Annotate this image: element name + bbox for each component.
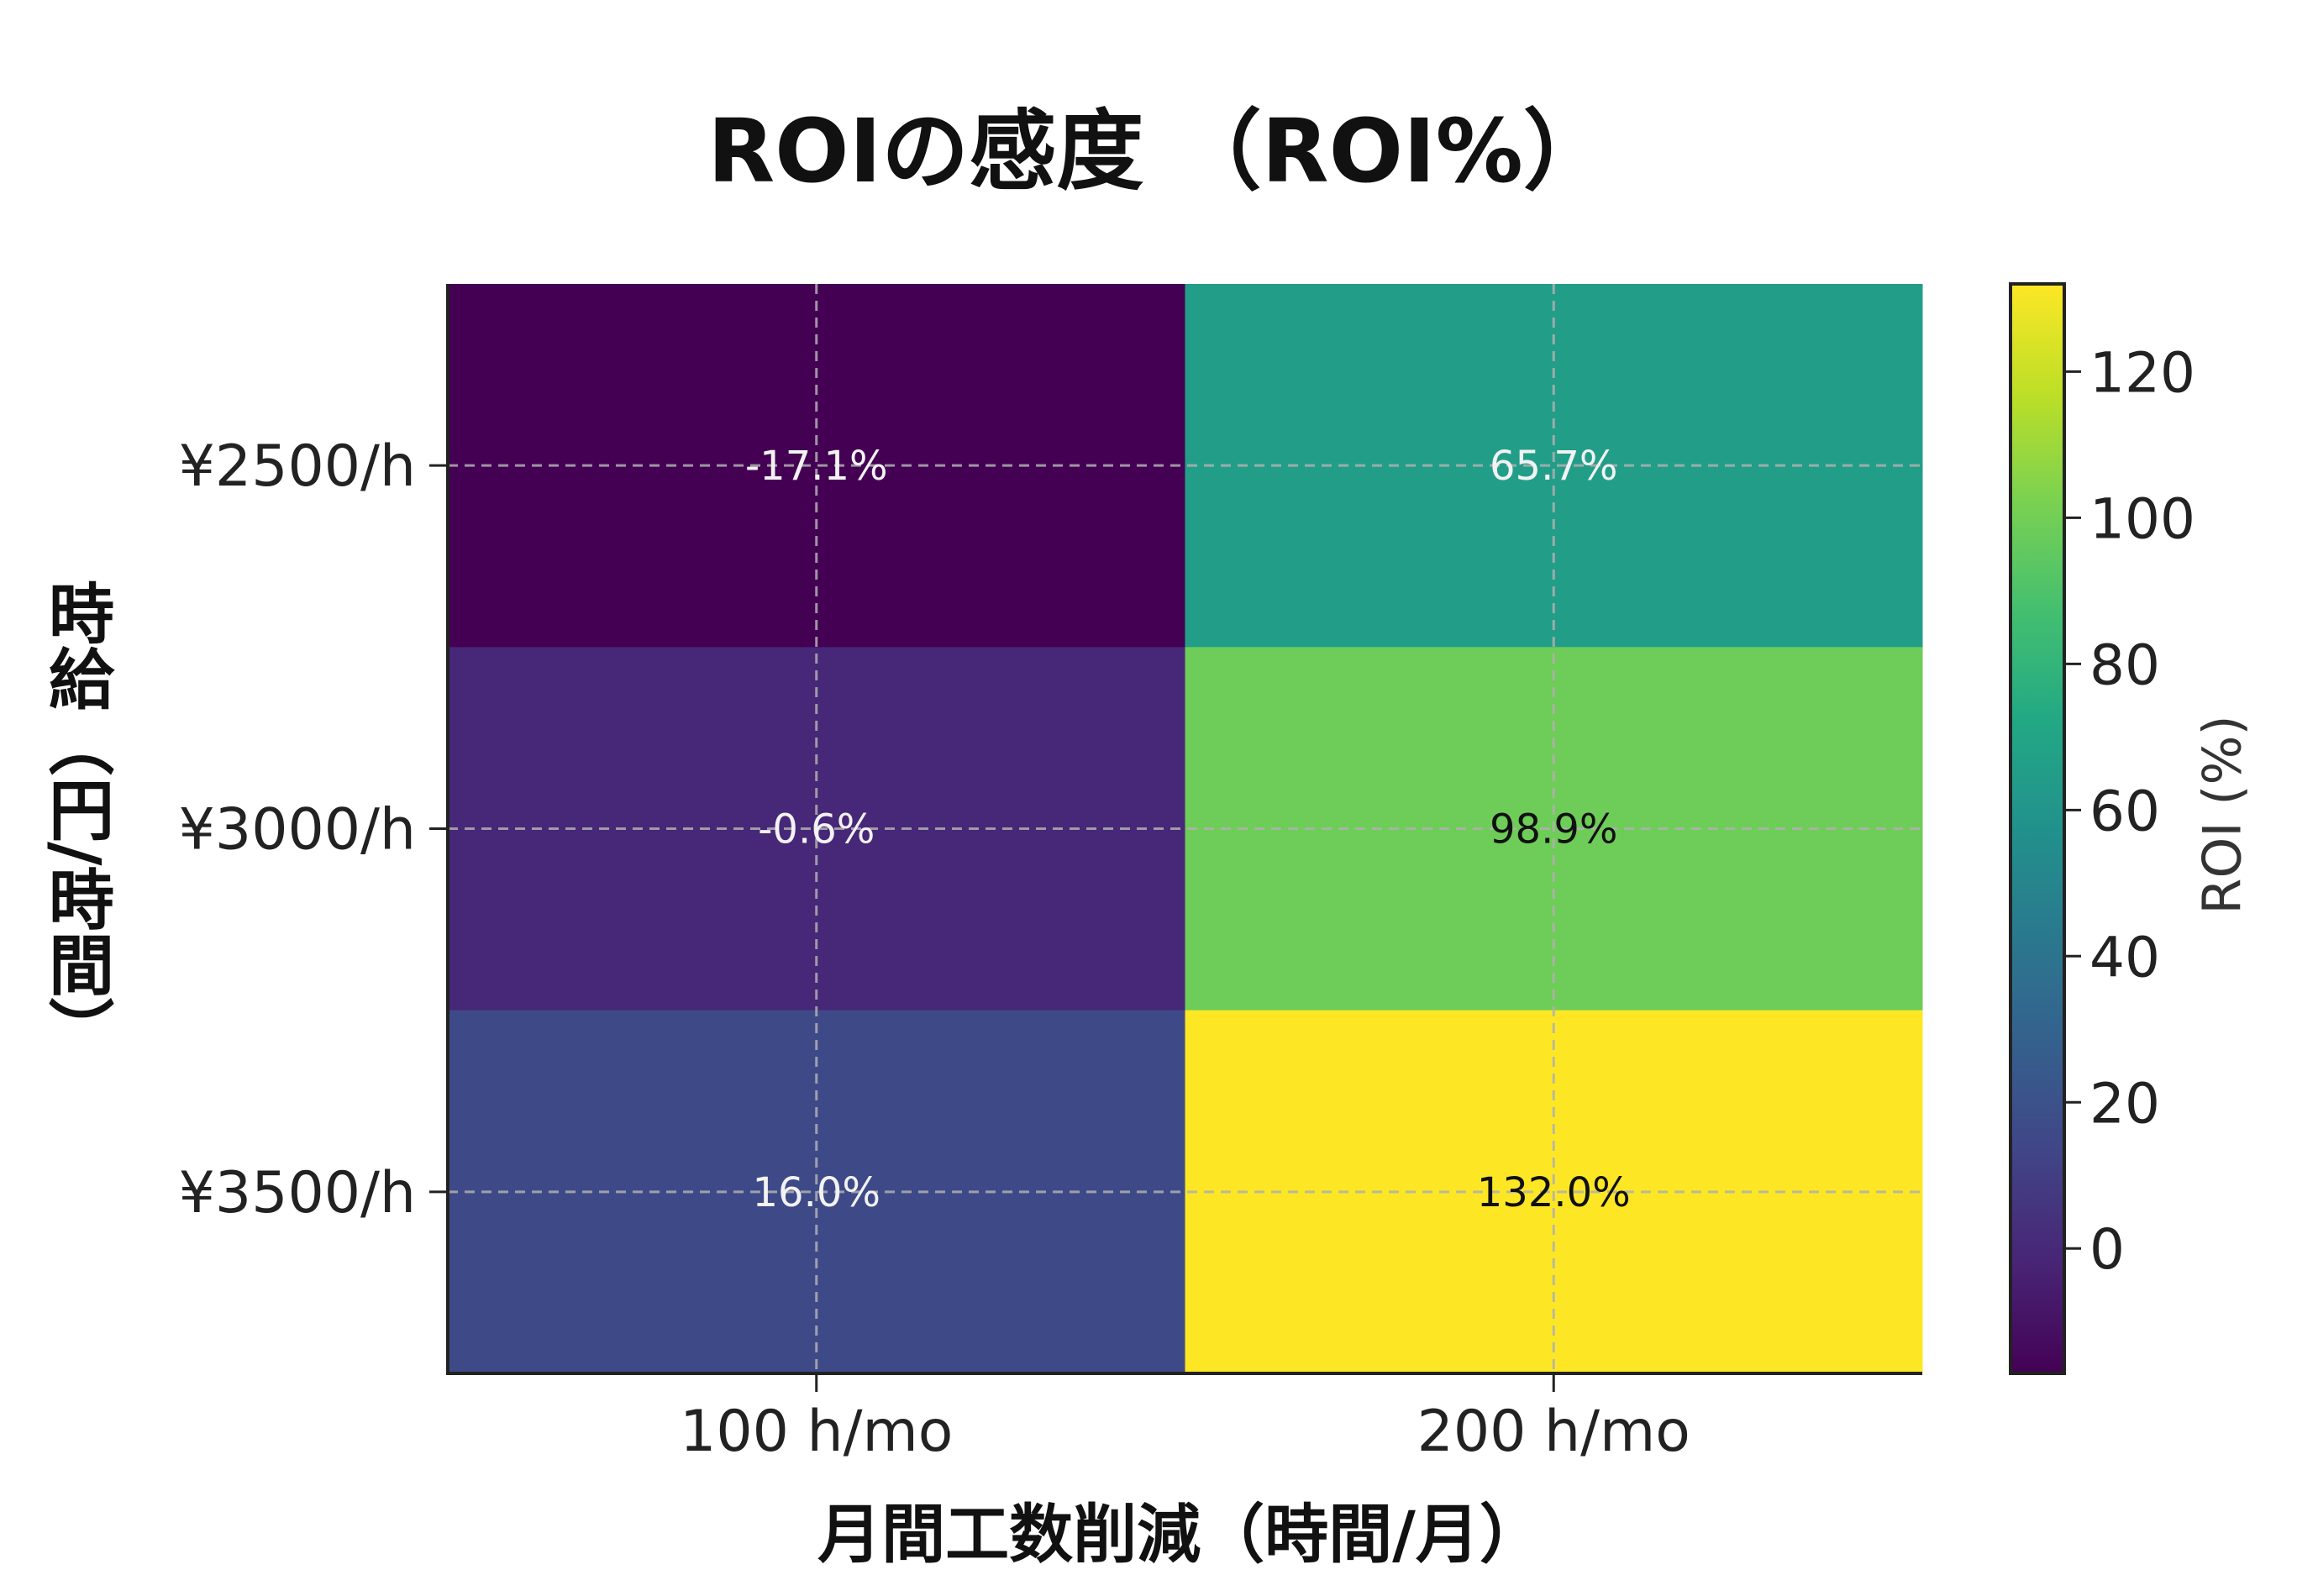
colorbar-tick-label: 0 (2089, 1217, 2125, 1282)
y-tick-label: ¥2500/h (179, 433, 416, 500)
x-tick-label: 200 h/mo (1417, 1399, 1690, 1465)
colorbar-tick-label: 20 (2089, 1071, 2160, 1136)
cell-value-label: 132.0% (1477, 1169, 1631, 1216)
x-tick-label: 100 h/mo (680, 1399, 953, 1465)
colorbar-tick-label: 80 (2089, 633, 2160, 697)
cell-value-label: -0.6% (758, 806, 875, 853)
cell-value-label: 16.0% (753, 1169, 880, 1216)
x-axis-label: 月間工数削減（時間/月） (817, 1497, 1543, 1572)
colorbar (2009, 282, 2066, 1375)
cell-value-label: 98.9% (1490, 806, 1617, 853)
cell-value-label: 65.7% (1490, 443, 1617, 490)
colorbar-label-text: ROI (%) (2191, 715, 2253, 915)
y-axis-label: 時給（円/時間） (38, 580, 113, 1063)
y-tick-label: ¥3500/h (179, 1160, 416, 1226)
chart-title: ROIの感度 （ROI%） (707, 100, 1611, 202)
y-tick-label: ¥3000/h (179, 797, 416, 864)
colorbar-tick-label: 40 (2089, 925, 2160, 990)
colorbar-tick-label: 60 (2089, 779, 2160, 843)
colorbar-tick-label: 100 (2089, 486, 2195, 551)
colorbar-tick-label: 120 (2089, 340, 2195, 405)
cell-value-label: -17.1% (745, 443, 888, 490)
